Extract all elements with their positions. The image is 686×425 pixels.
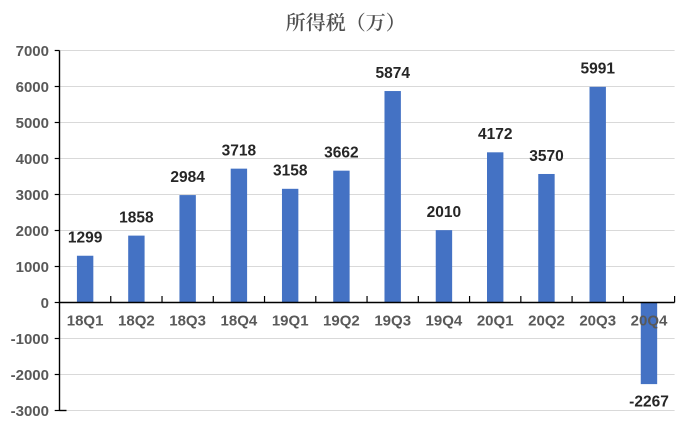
svg-text:3718: 3718 xyxy=(222,143,257,160)
svg-text:3158: 3158 xyxy=(273,163,308,180)
svg-text:4172: 4172 xyxy=(478,126,512,143)
svg-text:2000: 2000 xyxy=(16,223,49,240)
svg-text:19Q4: 19Q4 xyxy=(426,313,463,330)
svg-text:18Q1: 18Q1 xyxy=(67,313,104,330)
svg-text:1299: 1299 xyxy=(68,230,103,247)
svg-text:5991: 5991 xyxy=(580,61,615,78)
svg-text:18Q4: 18Q4 xyxy=(221,313,258,330)
svg-text:2984: 2984 xyxy=(170,169,205,186)
svg-text:4000: 4000 xyxy=(16,151,49,168)
svg-text:7000: 7000 xyxy=(16,43,49,60)
svg-text:0: 0 xyxy=(41,295,49,312)
svg-text:3000: 3000 xyxy=(16,187,49,204)
svg-text:19Q2: 19Q2 xyxy=(323,313,360,330)
svg-text:1000: 1000 xyxy=(16,259,49,276)
svg-text:-1000: -1000 xyxy=(11,331,49,348)
svg-text:3570: 3570 xyxy=(529,148,563,165)
svg-text:1858: 1858 xyxy=(119,209,154,226)
svg-text:20Q4: 20Q4 xyxy=(631,313,668,330)
svg-text:18Q3: 18Q3 xyxy=(169,313,206,330)
svg-text:3662: 3662 xyxy=(324,145,358,162)
svg-text:19Q3: 19Q3 xyxy=(374,313,411,330)
svg-text:5000: 5000 xyxy=(16,115,49,132)
svg-text:19Q1: 19Q1 xyxy=(272,313,309,330)
svg-text:20Q1: 20Q1 xyxy=(477,313,514,330)
svg-text:20Q3: 20Q3 xyxy=(579,313,616,330)
svg-text:-2267: -2267 xyxy=(629,393,669,410)
svg-text:6000: 6000 xyxy=(16,79,49,96)
svg-text:20Q2: 20Q2 xyxy=(528,313,565,330)
svg-text:2010: 2010 xyxy=(427,204,461,221)
svg-text:-3000: -3000 xyxy=(11,403,49,420)
svg-text:18Q2: 18Q2 xyxy=(118,313,155,330)
svg-text:5874: 5874 xyxy=(375,65,410,82)
svg-text:-2000: -2000 xyxy=(11,367,49,384)
